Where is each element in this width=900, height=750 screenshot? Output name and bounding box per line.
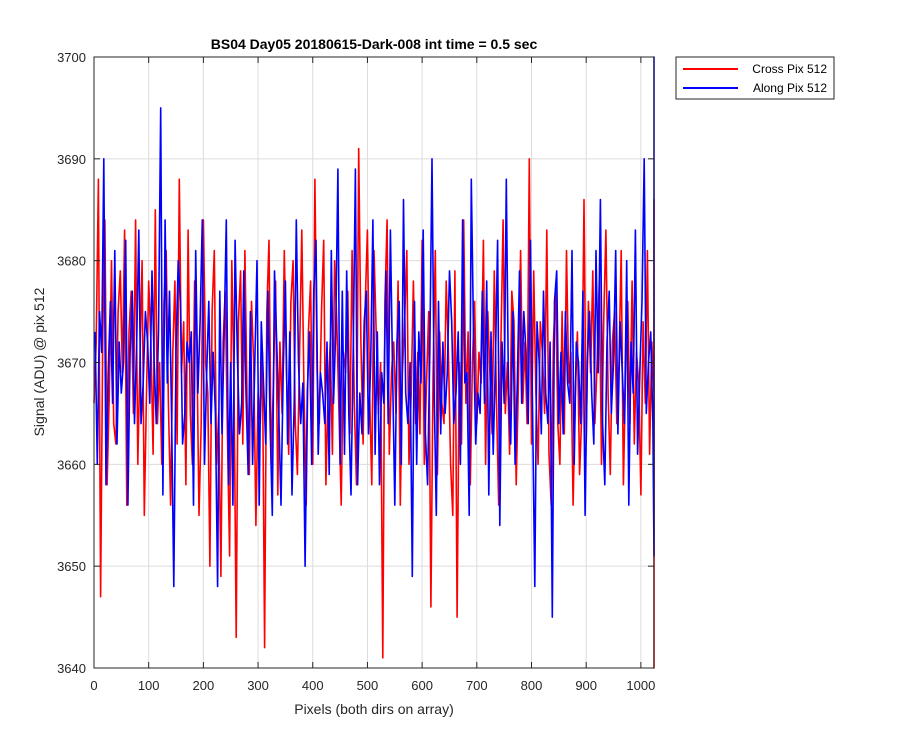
x-tick-label: 0 bbox=[90, 678, 97, 693]
x-tick-label: 900 bbox=[575, 678, 597, 693]
y-tick-label: 3640 bbox=[57, 661, 86, 676]
x-tick-label: 600 bbox=[411, 678, 433, 693]
y-tick-label: 3650 bbox=[57, 559, 86, 574]
tick-layer: 0 100 200 300 400 500 600 700 800 900 1000 3640 3650… bbox=[57, 50, 655, 693]
legend-label-along: Along Pix 512 bbox=[753, 81, 827, 95]
y-tick-label: 3660 bbox=[57, 457, 86, 472]
x-tick-label: 1000 bbox=[626, 678, 655, 693]
x-axis-title: Pixels (both dirs on array) bbox=[294, 701, 454, 717]
x-tick-label: 800 bbox=[521, 678, 543, 693]
x-tick-label: 400 bbox=[302, 678, 324, 693]
x-tick-label: 500 bbox=[357, 678, 379, 693]
y-tick-label: 3690 bbox=[57, 152, 86, 167]
y-tick-label: 3700 bbox=[57, 50, 86, 65]
x-tick-label: 300 bbox=[247, 678, 269, 693]
x-tick-label: 200 bbox=[193, 678, 215, 693]
legend-label-cross: Cross Pix 512 bbox=[752, 62, 827, 76]
y-axis-title: Signal (ADU) @ pix 512 bbox=[31, 287, 47, 436]
chart-title: BS04 Day05 20180615-Dark-008 int time = … bbox=[211, 36, 538, 52]
y-tick-label: 3670 bbox=[57, 356, 86, 371]
x-tick-label: 700 bbox=[466, 678, 488, 693]
legend: Cross Pix 512 Along Pix 512 bbox=[675, 56, 835, 100]
y-tick-label: 3680 bbox=[57, 254, 86, 269]
x-tick-label: 100 bbox=[138, 678, 160, 693]
legend-box bbox=[675, 56, 835, 100]
